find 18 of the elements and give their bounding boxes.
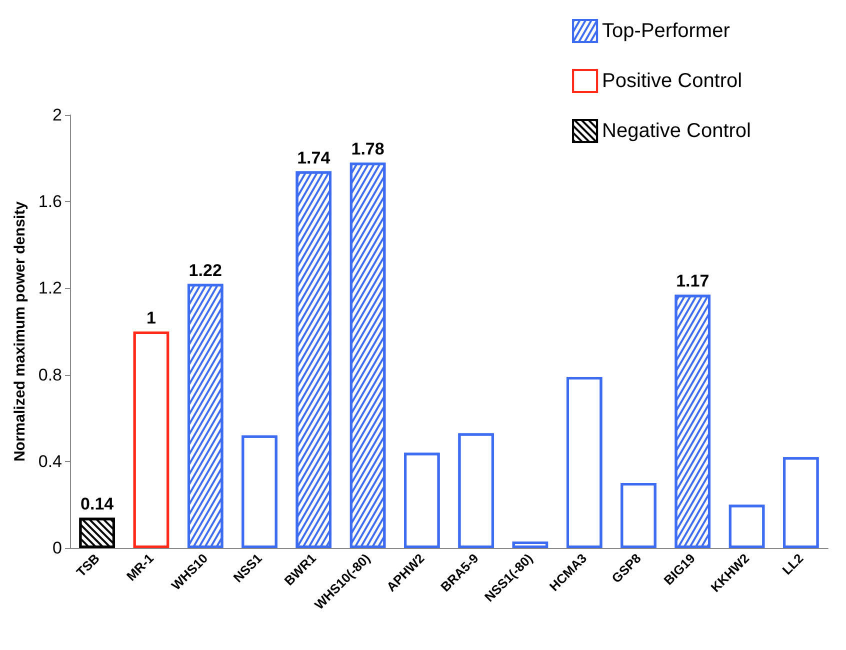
x-tick-label: TSB (73, 550, 102, 580)
legend-label: Positive Control (602, 70, 742, 92)
data-label: 1.74 (297, 148, 331, 168)
y-tick-label: 0.8 (38, 365, 62, 384)
legend-label: Negative Control (602, 120, 752, 142)
y-tick-label: 0 (52, 538, 62, 558)
y-axis-title: Normalized maximum power density (11, 200, 28, 462)
data-label: 0.14 (80, 494, 114, 514)
y-tick-label: 1.2 (38, 278, 62, 298)
x-tick-label: LL2 (779, 550, 806, 578)
data-label: 1.17 (676, 272, 710, 291)
data-label: 1.22 (188, 260, 222, 280)
legend-label: Top-Performer (602, 20, 730, 42)
data-label: 1.78 (351, 140, 384, 159)
y-tick-label: 2 (52, 106, 62, 124)
y-tick-label: 1.6 (38, 192, 62, 212)
data-label: 1 (146, 308, 156, 328)
y-tick-label: 0.4 (38, 452, 62, 471)
